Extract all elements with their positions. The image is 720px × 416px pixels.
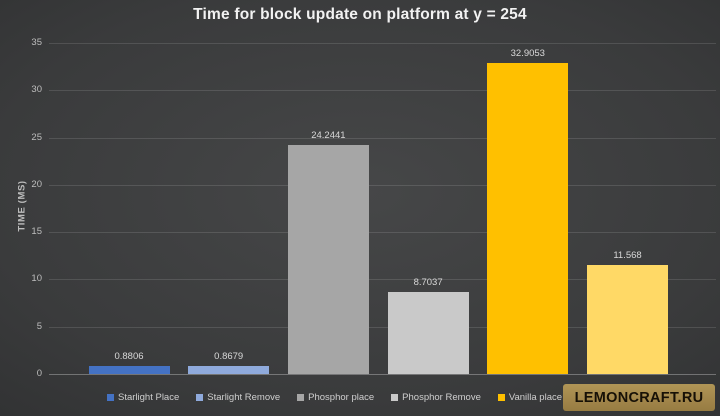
legend-swatch-icon xyxy=(391,393,399,401)
gridline xyxy=(49,232,716,234)
chart-title: Time for block update on platform at y =… xyxy=(193,6,527,23)
bar-value-label: 0.8806 xyxy=(114,350,144,362)
gridline xyxy=(49,184,716,186)
bar-series-6 xyxy=(587,264,668,374)
legend-item-label: Phosphor Remove xyxy=(402,391,481,403)
legend-item-label: Phosphor place xyxy=(308,391,375,403)
bar-value-label: 11.568 xyxy=(613,249,642,261)
legend-item: Starlight Remove xyxy=(196,392,280,403)
bar-value-label: 32.9053 xyxy=(510,47,545,59)
y-tick-label: 10 xyxy=(31,273,42,285)
gridline xyxy=(49,90,716,92)
y-tick-label: 35 xyxy=(31,37,42,48)
y-tick-label: 0 xyxy=(36,368,42,379)
bar-value-label: 8.7037 xyxy=(413,276,443,288)
legend-item: Phosphor Remove xyxy=(391,392,481,403)
y-tick-label: 20 xyxy=(31,178,42,190)
legend-item-label: Starlight Remove xyxy=(207,391,281,403)
legend-swatch-icon xyxy=(196,393,204,401)
watermark: LEMONCRAFT.RU xyxy=(563,384,715,411)
gridline xyxy=(49,137,716,139)
gridline xyxy=(49,43,716,44)
y-tick-label: 30 xyxy=(31,84,42,96)
legend-item-label: Vanilla place xyxy=(508,391,563,403)
bar-starlight-place xyxy=(88,365,170,374)
legend-swatch-icon xyxy=(107,393,114,401)
bar-vanilla-place xyxy=(487,62,569,374)
x-axis-line xyxy=(49,374,716,375)
legend: Starlight Place Starlight Remove Phosphor … xyxy=(107,389,590,405)
legend-swatch-icon xyxy=(497,393,505,401)
y-tick-label: 5 xyxy=(36,320,42,332)
bar-phosphor-place xyxy=(287,144,369,374)
legend-item: Starlight Place xyxy=(107,392,179,403)
gridline xyxy=(49,279,716,281)
legend-item: Phosphor place xyxy=(297,392,374,403)
bar-starlight-remove xyxy=(188,365,270,374)
y-tick-label: 15 xyxy=(31,226,42,238)
gridline xyxy=(49,326,716,328)
legend-item-label: Starlight Place xyxy=(118,391,180,403)
legend-item: Vanilla place xyxy=(497,391,563,403)
bar-phosphor-remove xyxy=(387,291,469,374)
bar-value-label: 0.8679 xyxy=(214,350,244,362)
bar-value-label: 24.2441 xyxy=(311,129,346,141)
y-tick-label: 25 xyxy=(31,131,42,143)
legend-swatch-icon xyxy=(297,393,305,401)
